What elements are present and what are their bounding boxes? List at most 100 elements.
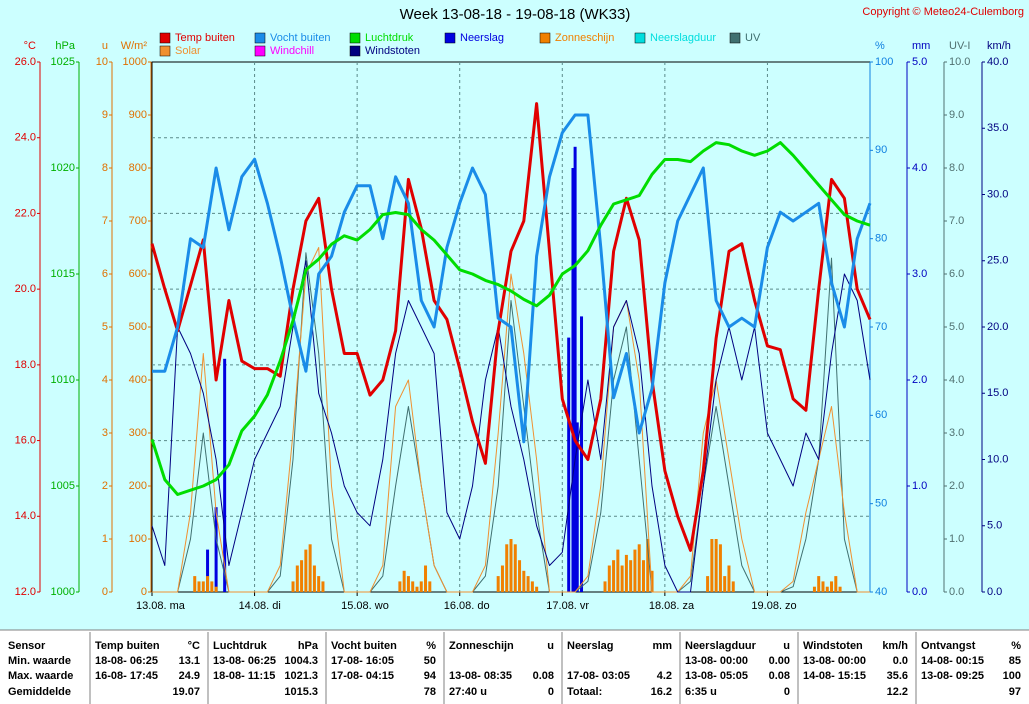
bar bbox=[825, 586, 829, 592]
column-header: Luchtdruk bbox=[213, 640, 268, 652]
y-tick-label: 0.0 bbox=[949, 586, 964, 598]
bar bbox=[731, 581, 735, 592]
cell-value: 0.08 bbox=[533, 670, 554, 682]
y-tick-label: 800 bbox=[129, 162, 147, 174]
cell-time: 13-08- 00:00 bbox=[685, 655, 748, 667]
y-tick-label: 60 bbox=[875, 409, 887, 421]
copyright: Copyright © Meteo24-Culemborg bbox=[862, 6, 1024, 18]
column-unit: hPa bbox=[298, 640, 319, 652]
cell-value: 78 bbox=[424, 686, 436, 698]
column-header: Neerslagduur bbox=[685, 640, 757, 652]
bar bbox=[312, 565, 316, 592]
bar bbox=[607, 565, 611, 592]
y-tick-label: 22.0 bbox=[15, 207, 36, 219]
y-tick-label: 80 bbox=[875, 233, 887, 245]
x-tick-label: 18.08. za bbox=[649, 600, 695, 612]
bar bbox=[317, 576, 321, 592]
bar bbox=[637, 544, 641, 592]
y-tick-label: 4.0 bbox=[949, 374, 964, 386]
cell-time: 14-08- 00:15 bbox=[921, 655, 984, 667]
y-tick-label: 9 bbox=[102, 109, 108, 121]
cell-value: 19.07 bbox=[172, 686, 200, 698]
y-tick-label: 16.0 bbox=[15, 434, 36, 446]
legend-label: Windstoten bbox=[365, 45, 420, 57]
bar bbox=[509, 539, 513, 592]
y-tick-label: 1020 bbox=[51, 162, 75, 174]
cell-time: 14-08- 15:15 bbox=[803, 670, 866, 682]
axis-unit: u bbox=[102, 40, 108, 52]
bar bbox=[411, 581, 415, 592]
legend-swatch bbox=[729, 32, 741, 44]
y-tick-label: 90 bbox=[875, 144, 887, 156]
column-unit: °C bbox=[188, 640, 200, 652]
column-header: Vocht buiten bbox=[331, 640, 397, 652]
bar bbox=[710, 539, 714, 592]
y-tick-label: 100 bbox=[875, 56, 893, 68]
y-tick-label: 2.0 bbox=[949, 480, 964, 492]
y-tick-label: 6.0 bbox=[949, 268, 964, 280]
bar bbox=[567, 337, 571, 592]
series-line bbox=[150, 102, 872, 552]
y-tick-label: 40 bbox=[875, 586, 887, 598]
y-tick-label: 50 bbox=[875, 498, 887, 510]
cell-time: Totaal: bbox=[567, 686, 602, 698]
x-tick-label: 13.08. ma bbox=[136, 600, 186, 612]
legend-label: Windchill bbox=[270, 45, 314, 57]
y-tick-label: 300 bbox=[129, 427, 147, 439]
y-tick-label: 6 bbox=[102, 268, 108, 280]
bar bbox=[706, 576, 710, 592]
bar bbox=[193, 576, 197, 592]
axis-unit: km/h bbox=[987, 40, 1011, 52]
bar bbox=[821, 581, 825, 592]
y-tick-label: 400 bbox=[129, 374, 147, 386]
bar bbox=[575, 422, 579, 592]
bar bbox=[616, 549, 620, 592]
bar bbox=[300, 560, 304, 592]
y-tick-label: 500 bbox=[129, 321, 147, 333]
cell-time: 6:35 u bbox=[685, 686, 717, 698]
bar bbox=[402, 570, 406, 592]
bar bbox=[308, 544, 312, 592]
cell-value: 4.2 bbox=[657, 670, 672, 682]
bar bbox=[500, 565, 504, 592]
legend-swatch bbox=[444, 32, 456, 44]
series-line bbox=[152, 252, 870, 593]
bar bbox=[513, 544, 517, 592]
column-unit: mm bbox=[652, 640, 672, 652]
cell-value: 94 bbox=[424, 670, 437, 682]
cell-time: 27:40 u bbox=[449, 686, 487, 698]
legend-label: Vocht buiten bbox=[270, 32, 331, 44]
cell-value: 13.1 bbox=[179, 655, 200, 667]
stats-table: Sensor Min. waarde Max. waarde Gemiddelde Te… bbox=[8, 632, 1021, 704]
cell-value: 1021.3 bbox=[284, 670, 318, 682]
legend-swatch bbox=[349, 32, 361, 44]
cell-value: 0 bbox=[784, 686, 790, 698]
legend-label: UV bbox=[745, 32, 761, 44]
y-tick-label: 8.0 bbox=[949, 162, 964, 174]
y-tick-label: 1 bbox=[102, 533, 108, 545]
bar bbox=[633, 549, 637, 592]
cell-value: 1015.3 bbox=[284, 686, 318, 698]
legend-swatch bbox=[159, 32, 171, 44]
bar bbox=[210, 581, 214, 592]
y-tick-label: 70 bbox=[875, 321, 887, 333]
y-tick-label: 7 bbox=[102, 215, 108, 227]
bar bbox=[641, 560, 645, 592]
y-tick-label: 2 bbox=[102, 480, 108, 492]
y-tick-label: 7.0 bbox=[949, 215, 964, 227]
series-line bbox=[151, 260, 871, 593]
legend-label: Neerslag bbox=[460, 32, 504, 44]
cell-value: 1004.3 bbox=[284, 655, 318, 667]
bar bbox=[206, 549, 210, 592]
y-tick-label: 0 bbox=[102, 586, 108, 598]
bar bbox=[624, 554, 628, 592]
bar bbox=[834, 576, 838, 592]
column-header: Zonneschijn bbox=[449, 640, 514, 652]
bar bbox=[406, 576, 410, 592]
y-tick-label: 0 bbox=[141, 586, 147, 598]
bar bbox=[723, 576, 727, 592]
bar bbox=[571, 168, 575, 592]
series-line bbox=[152, 247, 870, 593]
column-header: Temp buiten bbox=[95, 640, 160, 652]
